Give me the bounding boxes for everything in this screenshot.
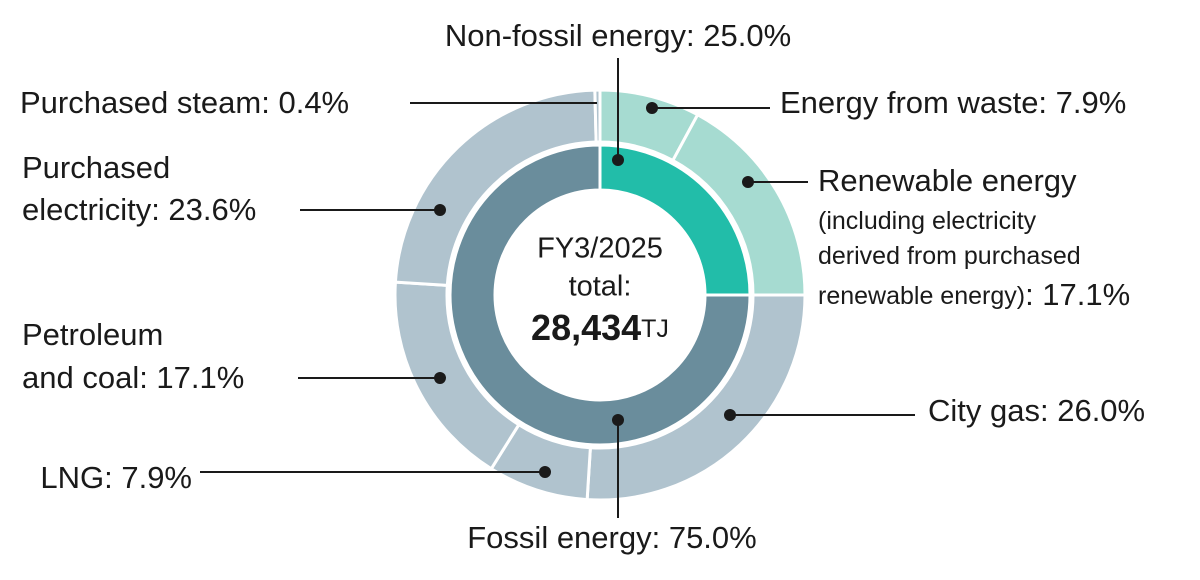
label-text: Non-fossil energy: 25.0% (445, 18, 791, 53)
label-text: Purchased steam: 0.4% (20, 85, 349, 120)
leader-dot (539, 466, 551, 478)
label-text: : 17.1% (1025, 277, 1130, 312)
segment-label: Purchased steam: 0.4% (20, 85, 349, 120)
segment-label: (including electricity (818, 207, 1037, 235)
segment-label: renewable energy): 17.1% (818, 277, 1130, 312)
segment-label: LNG: 7.9% (40, 460, 192, 495)
leader-dot (724, 409, 736, 421)
label-text: Fossil energy: 75.0% (467, 520, 756, 555)
segment-label: and coal: 17.1% (22, 360, 244, 395)
total-unit: TJ (641, 315, 669, 343)
label-text: and coal: 17.1% (22, 360, 244, 395)
label-text: LNG: 7.9% (40, 460, 192, 495)
label-text: Energy from waste: 7.9% (780, 85, 1126, 120)
leader-dot (612, 414, 624, 426)
label-text: Purchased (22, 150, 170, 185)
center-total: 28,434TJ (531, 307, 669, 348)
segment-label: City gas: 26.0% (928, 393, 1145, 428)
center-text: FY3/2025 (537, 233, 663, 265)
donut-segment (448, 143, 752, 447)
segment-label: Renewable energy (818, 163, 1077, 198)
center-disc (497, 192, 703, 398)
leader-dot (612, 154, 624, 166)
segment-label: Petroleum (22, 317, 163, 352)
segment-label: derived from purchased (818, 242, 1081, 270)
leader-dot (646, 102, 658, 114)
label-text: Renewable energy (818, 163, 1077, 198)
segment-label: Purchased (22, 150, 170, 185)
label-text: derived from purchased (818, 242, 1081, 270)
label-text: renewable energy) (818, 282, 1025, 310)
segment-label: Energy from waste: 7.9% (780, 85, 1126, 120)
donut-segment (593, 88, 602, 144)
label-text: City gas: 26.0% (928, 393, 1145, 428)
leader-dot (434, 372, 446, 384)
total-value: 28,434 (531, 307, 641, 348)
segment-label: electricity: 23.6% (22, 192, 256, 227)
label-text: Petroleum (22, 317, 163, 352)
leader-dot (742, 176, 754, 188)
leader-dot (434, 204, 446, 216)
center-text: total: (569, 271, 632, 303)
label-text: electricity: 23.6% (22, 192, 256, 227)
label-text: (including electricity (818, 207, 1037, 235)
segment-label: Non-fossil energy: 25.0% (445, 18, 791, 53)
segment-label: Fossil energy: 75.0% (467, 520, 756, 555)
